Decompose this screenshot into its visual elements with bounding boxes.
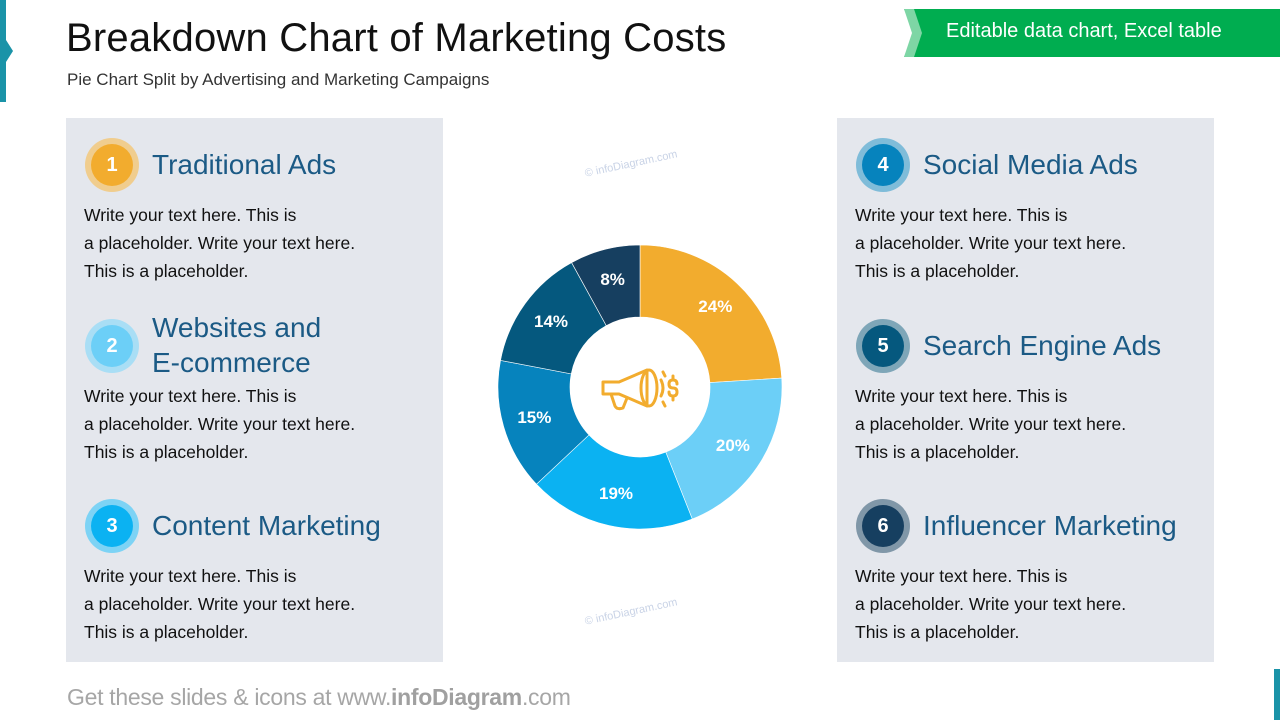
slice-label: 14% <box>533 312 569 332</box>
text-line: a placeholder. Write your text here. <box>855 233 1127 253</box>
badge-number: 5 <box>862 325 904 367</box>
badge-number: 2 <box>91 325 133 367</box>
slice-label: 8% <box>600 270 625 290</box>
item-title: Traditional Ads <box>152 149 337 180</box>
item-title: Social Media Ads <box>923 149 1138 180</box>
text-line: This is a placeholder. <box>855 622 1020 642</box>
watermark-top: © infoDiagram.com <box>583 148 679 180</box>
item-title: Search Engine Ads <box>923 330 1162 361</box>
number-badge: 2 <box>85 319 139 373</box>
text-line: Write your text here. This is <box>855 566 1068 586</box>
item-description: Write your text here. This is a placehol… <box>84 201 355 285</box>
text-line: Write your text here. This is <box>84 386 297 406</box>
slice-label: 20% <box>715 435 750 455</box>
text-line: This is a placeholder. <box>84 261 249 281</box>
item-description: Write your text here. This is a placehol… <box>855 562 1126 646</box>
number-badge: 5 <box>856 319 910 373</box>
item-title: Websites and <box>152 312 322 343</box>
badge-number: 3 <box>91 505 133 547</box>
ribbon-label: Editable data chart, Excel table <box>946 20 1222 42</box>
text-line: a placeholder. Write your text here. <box>855 594 1127 614</box>
item-description: Write your text here. This is a placehol… <box>855 201 1126 285</box>
left-legend-panel: 1 Traditional Ads Write your text here. … <box>66 118 443 662</box>
footer-prefix: Get these slides & icons at www. <box>67 684 392 710</box>
footer-promo: Get these slides & icons at www.infoDiag… <box>67 684 571 711</box>
page-title: Breakdown Chart of Marketing Costs <box>66 16 727 60</box>
editable-chart-ribbon: Editable data chart, Excel table <box>904 9 1280 57</box>
number-badge: 6 <box>856 499 910 553</box>
slice-label: 15% <box>517 407 552 427</box>
left-accent-notch <box>6 40 13 62</box>
number-badge: 4 <box>856 138 910 192</box>
slice-label: 19% <box>598 484 634 504</box>
ribbon-body <box>924 9 1280 57</box>
item-description: Write your text here. This is a placehol… <box>855 382 1126 466</box>
watermark-bottom: © infoDiagram.com <box>583 596 679 628</box>
item-description: Write your text here. This is a placehol… <box>84 382 355 466</box>
page-subtitle: Pie Chart Split by Advertising and Marke… <box>67 70 490 89</box>
footer-suffix: .com <box>521 684 571 710</box>
text-line: Write your text here. This is <box>855 386 1068 406</box>
text-line: Write your text here. This is <box>855 205 1068 225</box>
left-accent-bar <box>0 0 6 102</box>
number-badge: 3 <box>85 499 139 553</box>
slice-label: 24% <box>698 296 733 316</box>
text-line: This is a placeholder. <box>855 442 1020 462</box>
megaphone-dollar-icon <box>601 368 679 411</box>
item-title-line2: E-commerce <box>152 347 311 378</box>
text-line: a placeholder. Write your text here. <box>84 594 356 614</box>
number-badge: 1 <box>85 138 139 192</box>
item-title: Influencer Marketing <box>923 510 1177 541</box>
text-line: a placeholder. Write your text here. <box>84 233 356 253</box>
item-description: Write your text here. This is a placehol… <box>84 562 355 646</box>
badge-number: 6 <box>862 505 904 547</box>
footer-brand: infoDiagram <box>391 684 522 710</box>
text-line: Write your text here. This is <box>84 205 297 225</box>
item-title: Content Marketing <box>152 510 381 541</box>
text-line: Write your text here. This is <box>84 566 297 586</box>
ribbon-chevron-icon <box>904 9 932 57</box>
text-line: This is a placeholder. <box>84 622 249 642</box>
badge-number: 1 <box>91 144 133 186</box>
text-line: a placeholder. Write your text here. <box>855 414 1127 434</box>
right-accent-bar <box>1274 669 1280 720</box>
badge-number: 4 <box>862 144 904 186</box>
text-line: This is a placeholder. <box>84 442 249 462</box>
text-line: This is a placeholder. <box>855 261 1020 281</box>
right-legend-panel: 4 Social Media Ads Write your text here.… <box>837 118 1214 662</box>
text-line: a placeholder. Write your text here. <box>84 414 356 434</box>
